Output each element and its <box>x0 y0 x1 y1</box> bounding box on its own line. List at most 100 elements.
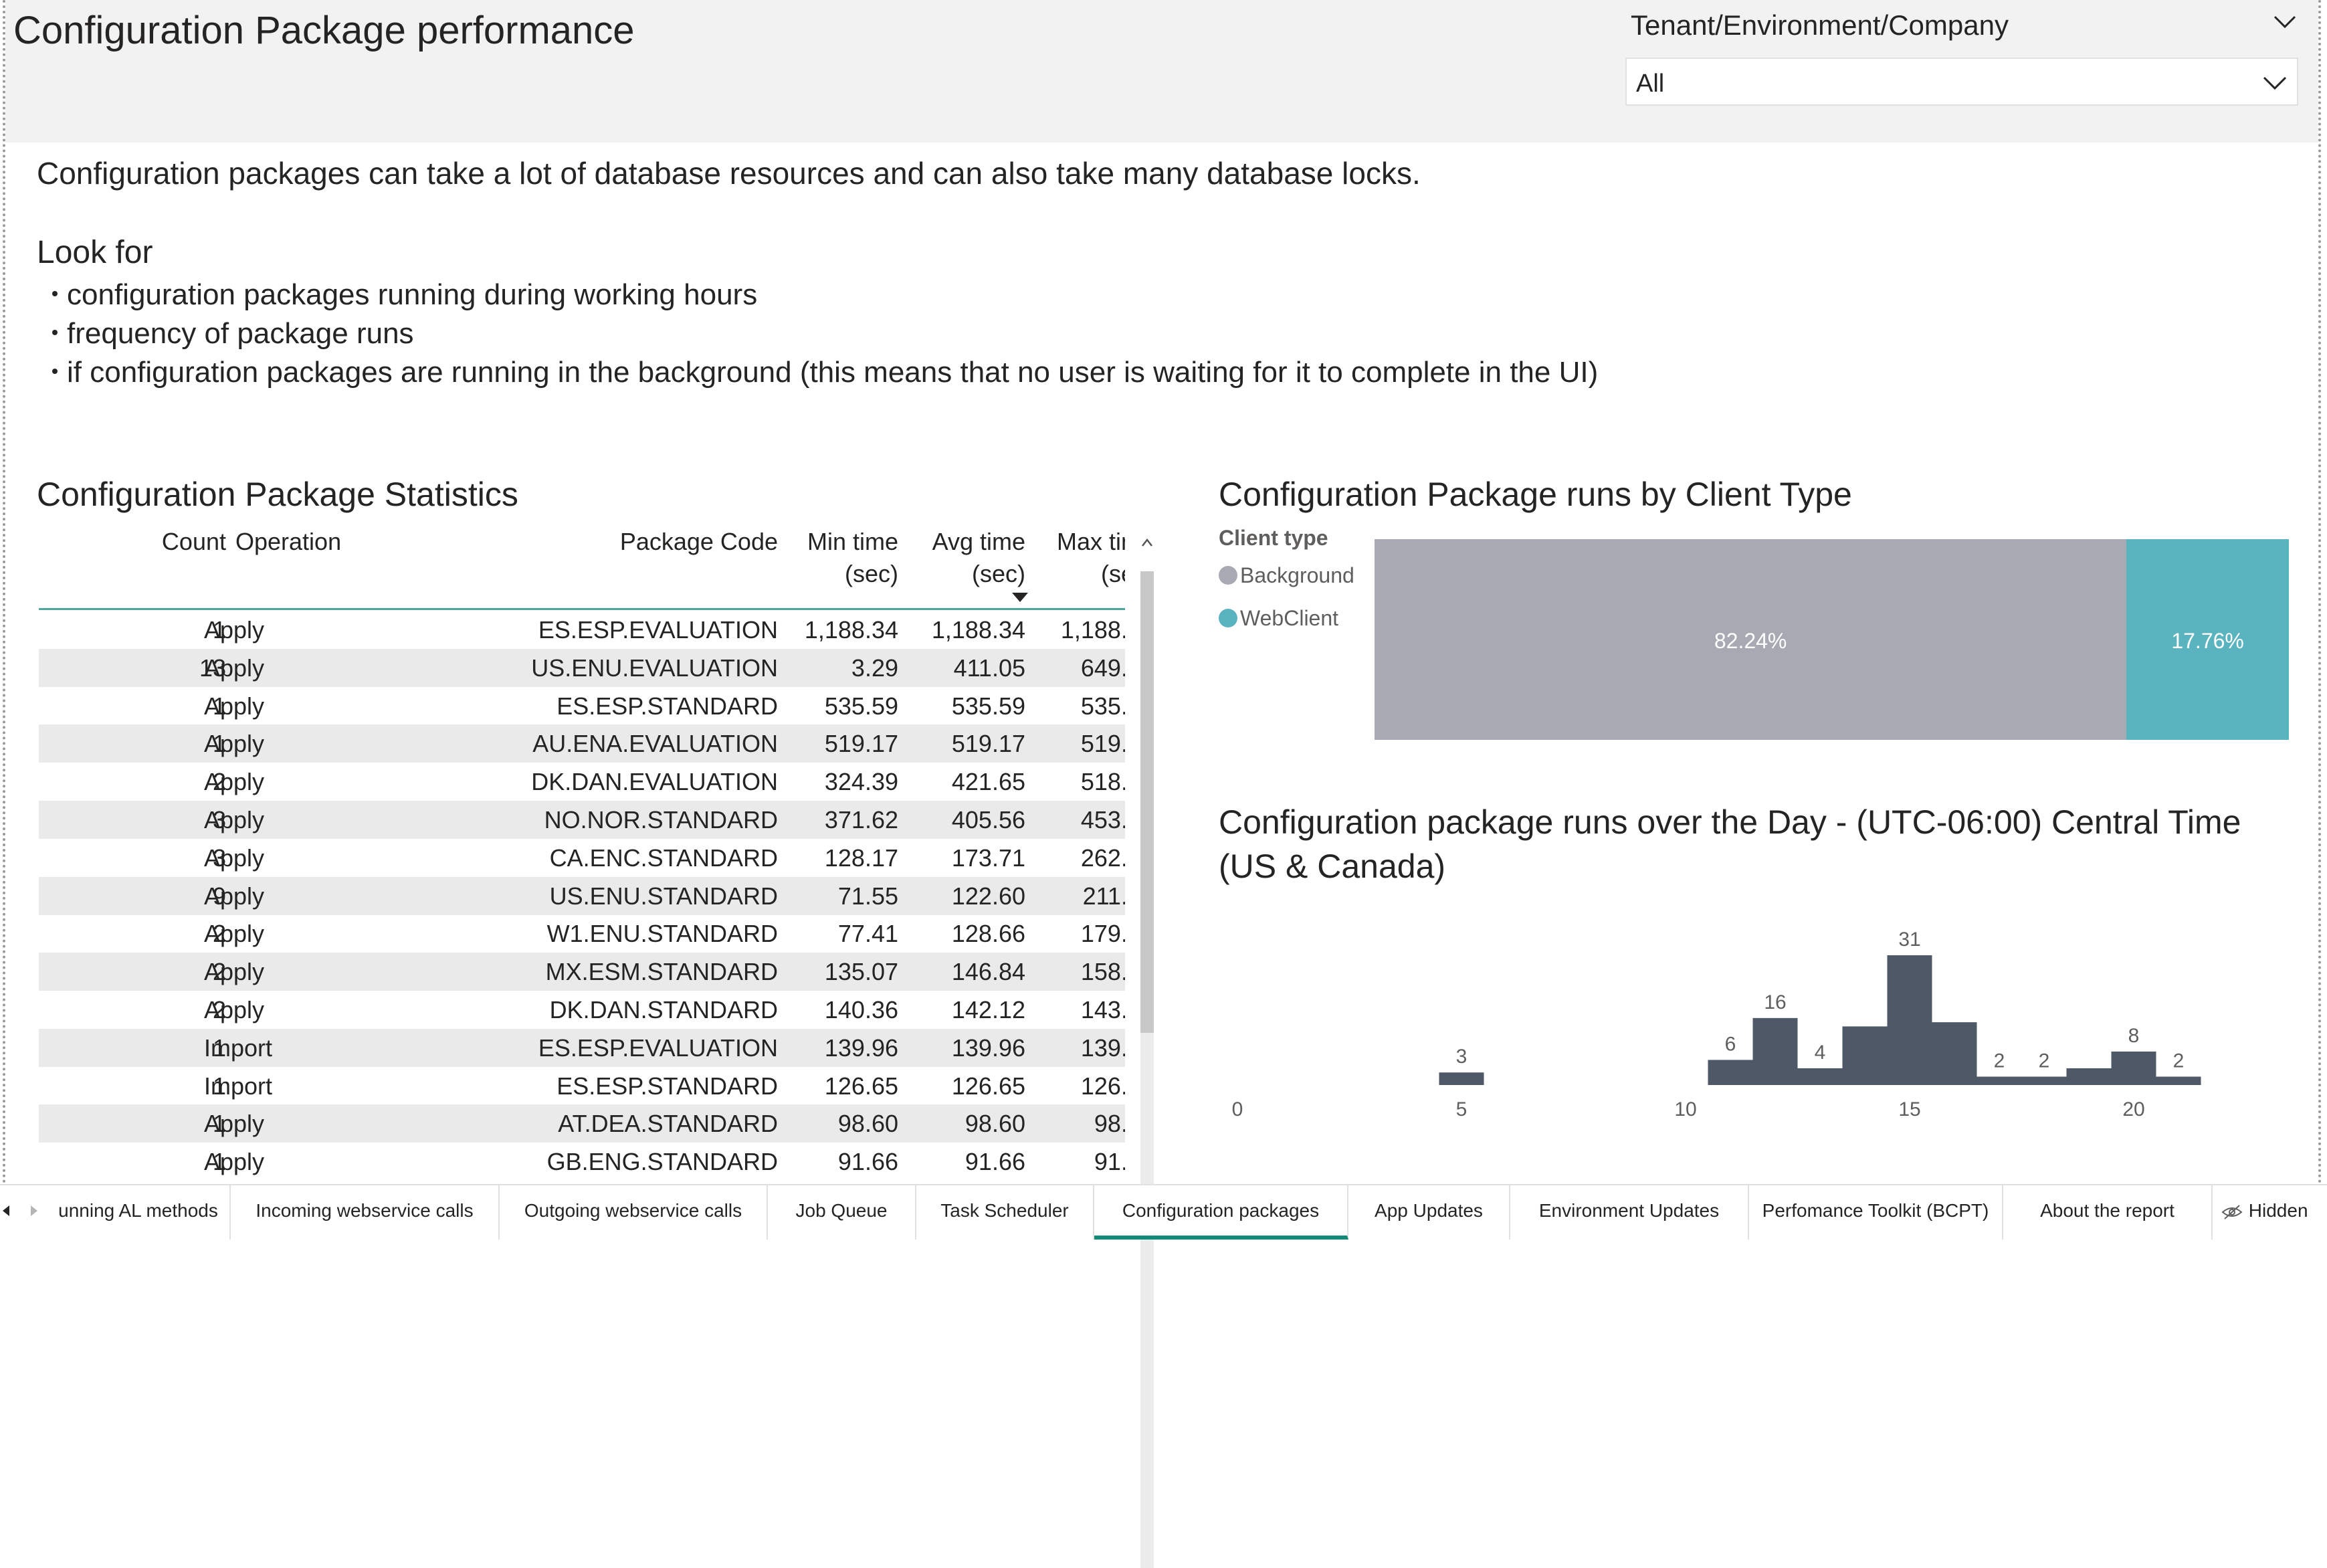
legend-item-background[interactable]: Background <box>1219 563 1354 588</box>
legend-label: WebClient <box>1240 606 1339 630</box>
tab-unning-al-methods[interactable]: unning AL methods <box>47 1185 231 1240</box>
cell-operation: Apply <box>204 920 265 948</box>
histogram-bar[interactable] <box>2111 1051 2156 1085</box>
column-header-package-code[interactable]: Package Code <box>619 528 778 555</box>
tab-outgoing-webservice-calls[interactable]: Outgoing webservice calls <box>500 1185 768 1240</box>
tab-job-queue[interactable]: Job Queue <box>768 1185 916 1240</box>
cell-count: 3 <box>212 844 226 872</box>
bullet-item: frequency of package runs <box>52 317 414 351</box>
histogram-bar[interactable] <box>1977 1076 2022 1085</box>
column-header-avg-time[interactable]: Avg time (sec) <box>932 528 1025 587</box>
eye-slash-icon <box>2221 1204 2243 1219</box>
histogram-data-label: 16 <box>1764 991 1786 1013</box>
cell-max-time: 143.87 <box>1080 996 1125 1023</box>
cell-avg-time: 98.60 <box>965 1110 1025 1138</box>
cell-max-time: 126.65 <box>1080 1072 1125 1100</box>
chevron-down-icon[interactable] <box>2273 13 2297 31</box>
cell-package-code: CA.ENC.STANDARD <box>549 844 778 872</box>
bullet-dot-icon <box>52 330 58 336</box>
cell-count: 2 <box>212 920 226 948</box>
bullet-dot-icon <box>52 369 58 375</box>
tab-perfomance-toolkit-bcpt[interactable]: Perfomance Toolkit (BCPT) <box>1749 1185 2003 1240</box>
tab-about-the-report[interactable]: About the report <box>2003 1185 2213 1240</box>
cell-min-time: 128.17 <box>824 844 898 872</box>
arrow-left-icon[interactable] <box>1 1204 11 1217</box>
cell-min-time: 77.41 <box>837 920 898 948</box>
tab-task-scheduler[interactable]: Task Scheduler <box>916 1185 1094 1240</box>
intro-text: Configuration packages can take a lot of… <box>37 156 1421 191</box>
day-chart-title-line2: (US & Canada) <box>1219 848 1446 885</box>
column-header-max-time[interactable]: Max time(sec) <box>1056 528 1125 587</box>
cell-count: 2 <box>212 958 226 986</box>
cell-avg-time: 146.84 <box>951 958 1025 986</box>
histogram-bar[interactable] <box>2156 1076 2201 1085</box>
tab-app-updates[interactable]: App Updates <box>1348 1185 1510 1240</box>
cell-operation: Apply <box>204 882 265 910</box>
tab-configuration-packages[interactable]: Configuration packages <box>1094 1185 1348 1240</box>
histogram-data-label: 2 <box>2173 1050 2185 1072</box>
slicer-value: All <box>1636 70 1665 98</box>
cell-count: 2 <box>212 768 226 796</box>
histogram-data-label: 3 <box>1456 1046 1468 1068</box>
arrow-right-icon[interactable] <box>29 1204 39 1217</box>
bar-segment-webclient[interactable] <box>2126 539 2289 740</box>
x-tick-label: 10 <box>1674 1098 1696 1120</box>
histogram-data-label: 6 <box>1725 1033 1736 1055</box>
histogram-bar[interactable] <box>1439 1072 1484 1085</box>
cell-max-time: 519.17 <box>1080 730 1125 758</box>
tenant-slicer-dropdown[interactable]: All <box>1625 58 2298 106</box>
histogram-bar[interactable] <box>2066 1068 2112 1085</box>
histogram-bar[interactable] <box>1842 1026 1888 1085</box>
cell-min-time: 519.17 <box>824 730 898 758</box>
canvas-border-left <box>3 0 5 1184</box>
scroll-up-icon[interactable] <box>1141 538 1153 547</box>
table-row[interactable]: 1 Apply ES.ESP.EVALUATION 1,188.34 1,188.34 1… <box>39 611 1125 649</box>
cell-operation: Apply <box>204 730 265 758</box>
scrollbar-thumb[interactable] <box>1140 571 1154 1033</box>
tab-incoming-webservice-calls[interactable]: Incoming webservice calls <box>231 1185 500 1240</box>
cell-operation: Apply <box>204 844 265 872</box>
histogram-bar[interactable] <box>1932 1022 1977 1085</box>
column-header-min-time[interactable]: Min time (sec) <box>807 528 898 587</box>
histogram-bar[interactable] <box>1752 1017 1798 1085</box>
cell-package-code: GB.ENG.STANDARD <box>546 1148 778 1176</box>
client-type-chart-title: Configuration Package runs by Client Typ… <box>1219 476 1852 513</box>
cell-avg-time: 142.12 <box>951 996 1025 1023</box>
x-tick-label: 20 <box>2122 1098 2144 1120</box>
column-header-count[interactable]: Count <box>161 528 226 555</box>
column-header-operation[interactable]: Operation <box>235 528 342 555</box>
table-scrollbar[interactable] <box>1138 526 1156 1568</box>
cell-count: 1 <box>212 616 226 644</box>
tab-hidden[interactable]: Hidden <box>2221 1185 2308 1240</box>
cell-package-code: NO.NOR.STANDARD <box>544 806 778 834</box>
cell-min-time: 71.55 <box>837 882 898 910</box>
legend-dot-icon <box>1219 565 1237 585</box>
cell-avg-time: 91.66 <box>965 1148 1025 1176</box>
cell-package-code: ES.ESP.EVALUATION <box>538 1034 778 1062</box>
cell-operation: Apply <box>204 692 265 720</box>
cell-avg-time: 139.96 <box>951 1034 1025 1062</box>
histogram-bar[interactable] <box>1797 1068 1843 1085</box>
cell-min-time: 91.66 <box>837 1148 898 1176</box>
histogram-bar[interactable] <box>1887 955 1932 1085</box>
histogram-bar[interactable] <box>1708 1060 1753 1085</box>
legend-item-webclient[interactable]: WebClient <box>1219 606 1338 631</box>
histogram-bar[interactable] <box>2021 1076 2067 1085</box>
cell-max-time: 518.91 <box>1080 768 1125 796</box>
tab-environment-updates[interactable]: Environment Updates <box>1510 1185 1749 1240</box>
bar-segment-background[interactable] <box>1375 539 2127 740</box>
